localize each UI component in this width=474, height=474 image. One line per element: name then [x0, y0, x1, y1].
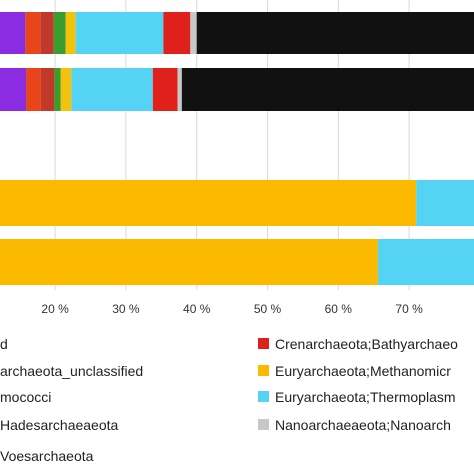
legend-item: d [0, 336, 8, 352]
x-tick-label: 60 % [325, 302, 353, 316]
legend-swatch [258, 391, 269, 402]
bar-segment-cyan [416, 180, 474, 226]
legend-item: Hadesarchaeaeota [0, 417, 119, 433]
bar-segment-red [152, 68, 178, 111]
bar-segment-cyan [71, 68, 153, 111]
legend-item: archaeota_unclassified [0, 363, 143, 379]
x-axis-ticks: 20 % 30 % 40 % 50 % 60 % 70 % [41, 302, 423, 316]
bar-segment-purple [0, 68, 27, 111]
bar-segment-orange-red [26, 68, 41, 111]
bar-segment-purple [0, 12, 26, 54]
legend-label: mococci [0, 389, 51, 405]
bar-row-1 [0, 12, 474, 54]
legend-label: archaeota_unclassified [0, 363, 143, 379]
bar-segment-gray [177, 68, 182, 111]
bar-segment-dark-red [40, 12, 54, 54]
bar-segment-cyan [75, 12, 164, 54]
bar-segment-green [54, 68, 61, 111]
legend-swatch [258, 419, 269, 430]
bar-segment-green [53, 12, 66, 54]
bar-row-2 [0, 68, 474, 111]
legend-item: Crenarchaeota;Bathyarchaeo [258, 336, 458, 352]
legend-label: d [0, 336, 8, 352]
x-tick-label: 40 % [183, 302, 211, 316]
legend-item: Nanoarchaeaeota;Nanoarch [258, 417, 451, 433]
legend-label: Voesarchaeota [0, 448, 94, 464]
bar-row-4 [0, 239, 474, 285]
x-tick-label: 20 % [41, 302, 69, 316]
legend-swatch [258, 365, 269, 376]
bar-segment-gray [190, 12, 197, 54]
bar-segment-yellow [65, 12, 76, 54]
bar-segment-black [196, 12, 474, 54]
bar-segment-red [163, 12, 191, 54]
legend-swatch [258, 338, 269, 349]
legend-label: Euryarchaeota;Thermoplasm [275, 389, 456, 405]
bar-segment-cyan [377, 239, 474, 285]
bar-segment-black [181, 68, 474, 111]
legend-item: Euryarchaeota;Thermoplasm [258, 389, 456, 405]
bar-segment-yellow [60, 68, 72, 111]
legend-label: Nanoarchaeaeota;Nanoarch [275, 417, 451, 433]
legend-label: Euryarchaeota;Methanomicr [275, 363, 451, 379]
legend-item: Euryarchaeota;Methanomicr [258, 363, 451, 379]
bar-row-3 [0, 180, 474, 226]
bar-segment-gold [0, 180, 417, 226]
legend-label: Hadesarchaeaeota [0, 417, 119, 433]
bars-group [0, 12, 474, 285]
bar-segment-orange-red [25, 12, 41, 54]
x-tick-label: 30 % [112, 302, 140, 316]
legend-item: mococci [0, 389, 51, 405]
legend: d Crenarchaeota;Bathyarchaeo archaeota_unc… [0, 336, 458, 464]
legend-label: Crenarchaeota;Bathyarchaeo [275, 336, 458, 352]
x-tick-label: 50 % [254, 302, 282, 316]
bar-segment-gold [0, 239, 378, 285]
legend-item: Voesarchaeota [0, 448, 94, 464]
bar-segment-dark-red [40, 68, 55, 111]
x-tick-label: 70 % [395, 302, 423, 316]
